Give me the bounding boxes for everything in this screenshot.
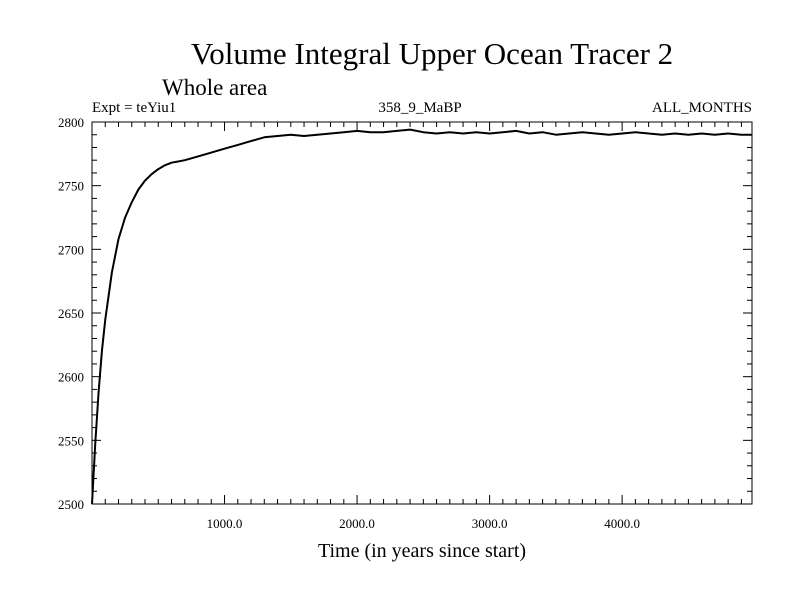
months-label: ALL_MONTHS xyxy=(652,100,752,116)
y-tick-label: 2650 xyxy=(58,306,84,321)
x-axis-ticks xyxy=(104,122,742,504)
y-axis-tick-labels: 2500 2550 2600 2650 2700 2750 2800 xyxy=(58,115,84,512)
y-tick-label: 2750 xyxy=(58,179,84,194)
series-line-tracer xyxy=(91,128,752,505)
chart-title: Volume Integral Upper Ocean Tracer 2 xyxy=(191,36,673,71)
x-tick-label: 4000.0 xyxy=(604,516,640,531)
plot-frame xyxy=(91,121,753,505)
y-tick-label: 2800 xyxy=(58,115,84,130)
x-tick-label: 2000.0 xyxy=(339,516,375,531)
experiment-label: Expt = teYiu1 xyxy=(92,100,176,116)
y-tick-label: 2600 xyxy=(58,370,84,385)
x-axis-label: Time (in years since start) xyxy=(318,540,526,562)
x-axis-tick-labels: 1000.0 2000.0 3000.0 4000.0 xyxy=(207,516,640,531)
y-tick-label: 2500 xyxy=(58,497,84,512)
x-tick-label: 1000.0 xyxy=(207,516,243,531)
x-tick-label: 3000.0 xyxy=(472,516,508,531)
y-axis-ticks xyxy=(92,134,752,492)
y-tick-label: 2550 xyxy=(58,433,84,448)
y-tick-label: 2700 xyxy=(58,242,84,257)
chart-subtitle: Whole area xyxy=(162,75,267,100)
run-label: 358_9_MaBP xyxy=(378,100,461,116)
